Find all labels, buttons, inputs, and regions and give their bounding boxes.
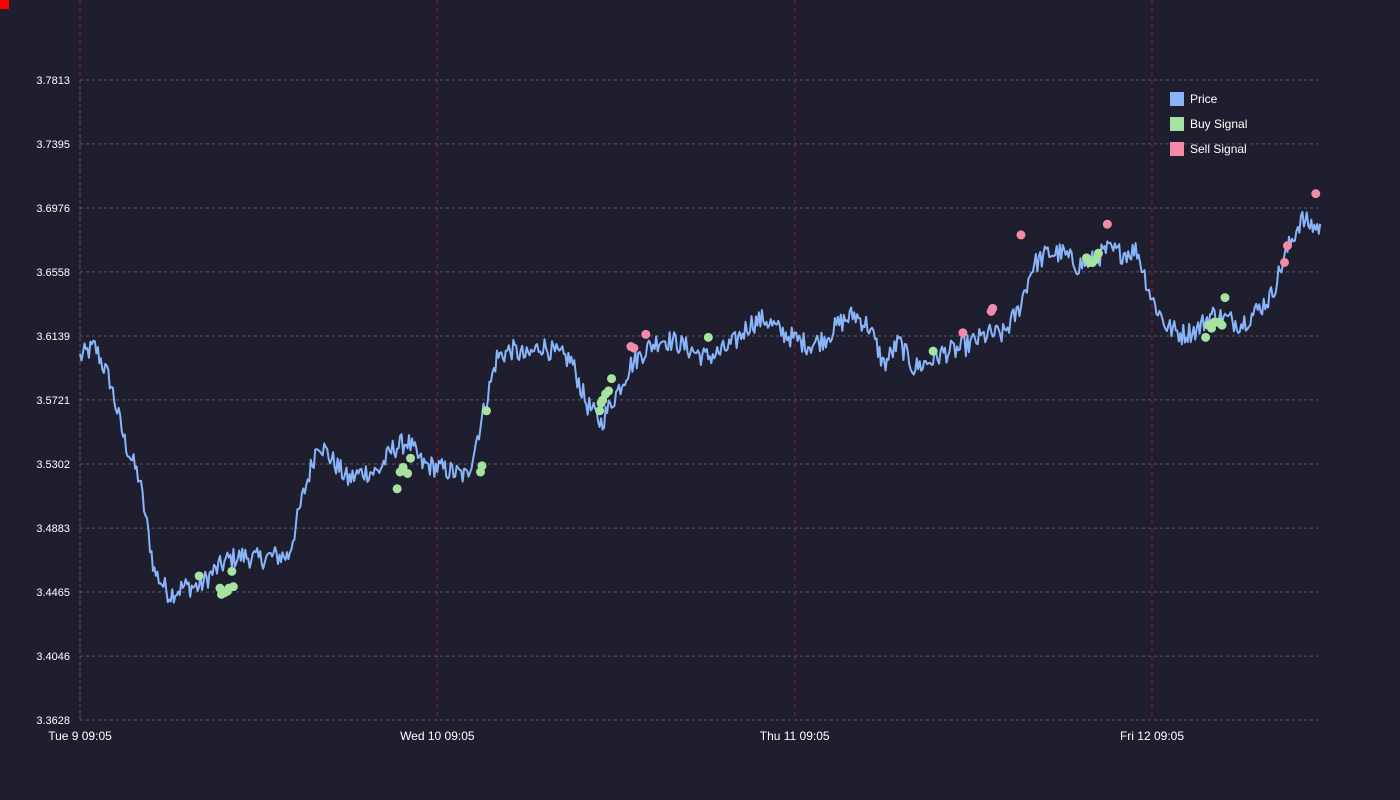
buy-signal-marker [1093,248,1103,258]
buy-signal-marker [228,582,238,592]
buy-signal-marker [604,386,614,396]
sell-signal-marker [629,343,639,353]
buy-signal-marker [703,332,713,342]
sell-signal-marker [1282,241,1292,251]
sell-signal-marker [1016,230,1026,240]
grid-lines [79,0,1318,721]
buy-signal-marker [607,374,617,384]
buy-signal-marker [403,468,413,478]
sell-signal-marker [988,303,998,313]
y-tick-label: 3.6139 [36,331,70,343]
sell-signal-marker [958,328,968,338]
buy-signal-marker [1201,332,1211,342]
x-tick-label: Wed 10 09:05 [400,729,475,743]
legend-label: Sell Signal [1190,142,1247,156]
buy-signal-marker [392,484,402,494]
buy-signal-marker [477,461,487,471]
x-tick-label: Tue 9 09:05 [48,729,112,743]
x-tick-label: Fri 12 09:05 [1120,729,1184,743]
legend-swatch [1170,142,1184,156]
y-tick-label: 3.4883 [36,523,70,535]
sell-signal-marker [1102,219,1112,229]
x-tick-label: Thu 11 09:05 [760,729,830,743]
sell-signal-marker [1311,189,1321,199]
y-axis: 3.3628 3.4046 3.4465 3.4883 3.5302 3.5721 3.61… [36,75,70,727]
y-tick-label: 3.4046 [36,651,70,663]
price-line [79,210,1322,604]
y-tick-label: 3.5302 [36,459,70,471]
y-tick-label: 3.3628 [36,715,70,727]
y-tick-label: 3.6976 [36,203,70,215]
y-tick-label: 3.5721 [36,395,70,407]
y-tick-label: 3.4465 [36,587,70,599]
buy-signal-marker [406,453,416,463]
y-tick-label: 3.7395 [36,139,70,151]
y-tick-label: 3.7813 [36,75,70,87]
legend-swatch [1170,92,1184,106]
corner-marker [0,0,9,9]
sell-signal-marker [641,329,651,339]
y-tick-label: 3.6558 [36,267,70,279]
buy-signal-marker [227,566,237,576]
series-layer [79,210,1322,604]
signal-markers [194,189,1321,599]
sell-signal-marker [1280,257,1290,267]
legend: Price Buy Signal Sell Signal [1170,92,1247,156]
legend-label: Price [1190,92,1218,106]
buy-signal-marker [928,346,938,356]
buy-signal-marker [1220,293,1230,303]
x-axis: Tue 9 09:05 Wed 10 09:05 Thu 11 09:05 Fri 1… [48,729,1184,743]
legend-swatch [1170,117,1184,131]
buy-signal-marker [1217,320,1227,330]
legend-label: Buy Signal [1190,117,1247,131]
buy-signal-marker [595,406,605,416]
buy-signal-marker [194,571,204,581]
buy-signal-marker [481,406,491,416]
